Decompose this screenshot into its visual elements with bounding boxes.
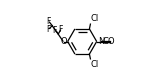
Text: F: F [53,26,57,35]
Text: F: F [47,17,51,26]
Text: C: C [103,37,109,46]
Text: Cl: Cl [91,60,99,69]
Text: Cl: Cl [91,14,99,23]
Text: O: O [107,37,114,46]
Text: O: O [60,37,67,46]
Text: F: F [47,25,51,34]
Text: N: N [98,37,104,46]
Text: F: F [59,25,63,34]
